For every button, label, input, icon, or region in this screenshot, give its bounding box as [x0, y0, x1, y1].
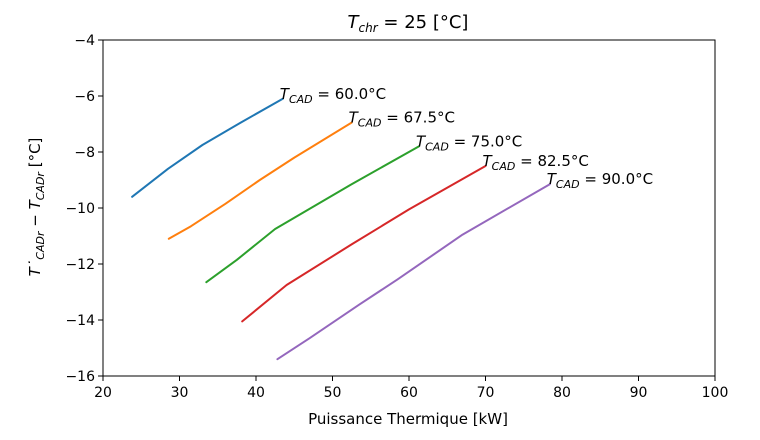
series-label-5: TCAD = 90.0°C: [547, 170, 653, 191]
x-tick-label: 20: [94, 385, 112, 401]
series-line-1: [131, 97, 284, 198]
y-tick-label: −8: [74, 145, 95, 161]
x-axis-label: Puissance Thermique [kW]: [308, 410, 508, 428]
plot-area: 20 30 40 50 60 70 80 90 100 −4 −6 −8 −10 −12 −14 −16 TCA…: [65, 33, 728, 401]
x-tick-label: 90: [630, 385, 648, 401]
y-tick-label: −6: [74, 89, 95, 105]
series-line-3: [205, 145, 420, 284]
x-tick-label: 40: [247, 385, 265, 401]
x-tick-label: 60: [400, 385, 418, 401]
series-label-3: TCAD = 75.0°C: [416, 132, 522, 153]
y-tick-label: −12: [65, 257, 95, 273]
x-tick-label: 100: [702, 385, 729, 401]
y-tick-label: −16: [65, 369, 95, 385]
y-tick-label: −4: [74, 33, 95, 49]
series-label-4: TCAD = 82.5°C: [483, 152, 589, 173]
x-tick-label: 50: [324, 385, 342, 401]
series-line-4: [241, 165, 487, 323]
chart-title: Tchr = 25 [°C]: [348, 12, 469, 35]
series-line-2: [167, 121, 353, 240]
x-tick-label: 70: [477, 385, 495, 401]
x-tick-label: 80: [553, 385, 571, 401]
x-tick-label: 30: [171, 385, 189, 401]
series-label-1: TCAD = 60.0°C: [280, 85, 386, 106]
y-tick-label: −10: [65, 201, 95, 217]
series-label-2: TCAD = 67.5°C: [349, 109, 455, 130]
plot-frame: [102, 39, 716, 377]
y-axis-label: T˙CADr − TCADr [°C]: [26, 138, 47, 277]
y-tick-label: −14: [65, 313, 95, 329]
series-line-5: [276, 183, 551, 361]
